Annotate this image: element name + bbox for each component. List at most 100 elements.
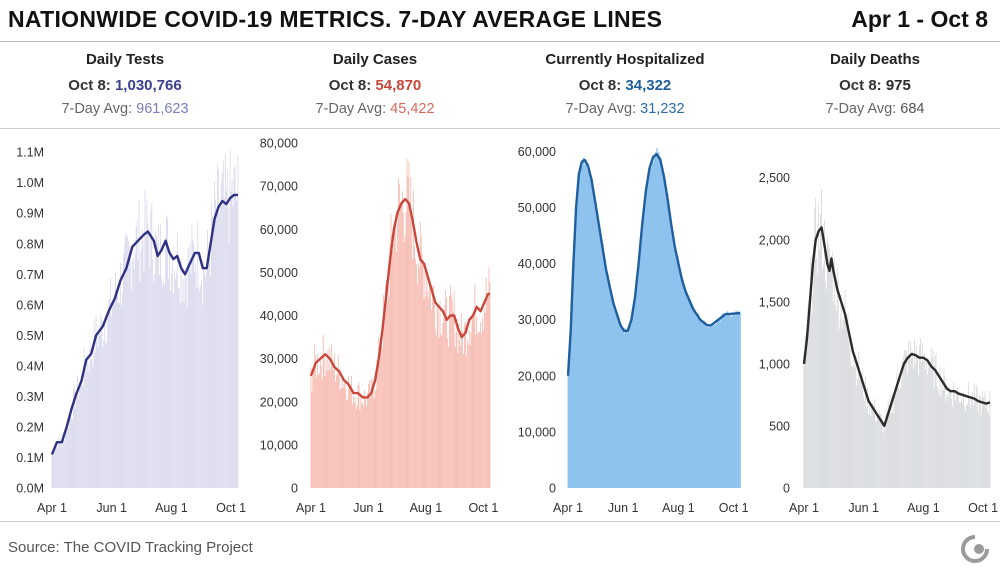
daily-bar — [392, 251, 394, 488]
daily-bar — [583, 165, 586, 488]
y-tick-label: 2,500 — [759, 171, 790, 185]
daily-bar — [921, 342, 923, 488]
daily-bar — [100, 314, 102, 488]
daily-bar — [321, 378, 323, 488]
daily-bar — [466, 340, 468, 488]
daily-bar — [679, 273, 682, 488]
daily-bar — [584, 161, 587, 488]
daily-bar — [595, 206, 597, 488]
daily-bar — [812, 296, 814, 488]
daily-bar — [219, 204, 221, 489]
daily-bar — [355, 408, 357, 488]
daily-bar — [673, 242, 675, 488]
stat-daily-deaths: Daily Deaths Oct 8: 975 7-Day Avg: 684 — [750, 42, 1000, 117]
daily-bar — [236, 200, 238, 488]
daily-bar — [821, 189, 822, 489]
daily-bar — [67, 419, 69, 488]
daily-bar — [974, 399, 976, 488]
daily-bar — [979, 396, 981, 488]
daily-bar — [732, 312, 734, 488]
daily-bar — [183, 302, 185, 488]
x-tick-label: Apr 1 — [553, 501, 583, 515]
daily-bar — [381, 345, 382, 488]
daily-bar — [95, 314, 97, 488]
daily-bar — [182, 278, 184, 488]
daily-bar — [878, 410, 880, 488]
daily-bar — [446, 297, 447, 488]
daily-bar — [733, 312, 735, 488]
daily-bar — [700, 320, 702, 488]
daily-bar — [218, 213, 220, 489]
daily-bar — [99, 335, 101, 488]
daily-bar — [827, 243, 829, 488]
daily-bar — [54, 450, 56, 488]
stat-currently-hospitalized: Currently Hospitalized Oct 8: 34,322 7-D… — [500, 42, 750, 117]
daily-bar — [713, 325, 715, 488]
stat-today-value: 54,870 — [375, 77, 422, 94]
daily-bar — [400, 202, 401, 488]
daily-bar — [988, 414, 990, 488]
daily-bar — [372, 389, 374, 488]
daily-bar — [739, 312, 741, 488]
daily-bar — [846, 322, 848, 488]
daily-bar — [690, 302, 692, 488]
daily-bar — [75, 408, 76, 488]
daily-bar — [319, 357, 321, 488]
daily-bar — [609, 283, 611, 488]
daily-bar — [421, 252, 423, 488]
daily-bar — [137, 260, 139, 488]
daily-bar — [578, 174, 580, 488]
daily-bar — [632, 306, 635, 488]
daily-bar — [405, 212, 407, 488]
daily-bar — [894, 389, 896, 488]
daily-bar — [320, 366, 322, 488]
y-tick-label: 0.7M — [16, 268, 44, 282]
daily-bar — [337, 354, 339, 488]
daily-bar — [573, 245, 576, 488]
daily-bar — [167, 217, 168, 488]
daily-bar — [220, 182, 222, 488]
daily-bar — [829, 266, 831, 488]
daily-bar — [76, 375, 78, 488]
daily-bar — [654, 152, 656, 488]
daily-bar — [591, 176, 593, 488]
covid-tracking-project-logo-icon[interactable] — [960, 534, 990, 564]
daily-bar — [591, 187, 594, 488]
daily-bar — [874, 399, 875, 488]
stat-today-value: 1,030,766 — [114, 77, 182, 94]
daily-bar — [671, 232, 673, 488]
daily-bar — [458, 323, 460, 488]
daily-bar — [410, 176, 412, 488]
daily-bar — [636, 278, 638, 488]
daily-bar — [923, 352, 925, 488]
daily-bar — [227, 207, 229, 488]
daily-bar — [682, 279, 684, 488]
daily-bar — [62, 434, 64, 488]
daily-bar — [388, 296, 390, 488]
daily-bar — [580, 162, 582, 488]
daily-bar — [94, 352, 96, 488]
daily-bar — [126, 236, 128, 488]
daily-bar — [717, 320, 720, 488]
daily-bar — [985, 408, 987, 488]
daily-bar — [170, 273, 172, 488]
daily-bar — [368, 380, 370, 488]
daily-bar — [356, 405, 358, 488]
daily-bar — [359, 410, 361, 488]
daily-bar — [339, 389, 341, 488]
seven-day-average-line — [566, 153, 741, 376]
daily-bar — [434, 328, 436, 488]
daily-bar — [402, 212, 404, 488]
daily-bar — [718, 318, 721, 488]
daily-bar — [346, 400, 348, 488]
daily-bar — [115, 272, 116, 488]
daily-bar — [984, 390, 986, 488]
daily-bar — [948, 385, 950, 488]
stat-avg-value: 31,232 — [640, 101, 685, 117]
daily-bar — [456, 318, 458, 488]
daily-bar — [59, 440, 61, 488]
daily-bar — [697, 313, 700, 488]
daily-bar — [426, 274, 428, 488]
daily-bar — [436, 305, 438, 488]
daily-bar — [904, 350, 906, 488]
